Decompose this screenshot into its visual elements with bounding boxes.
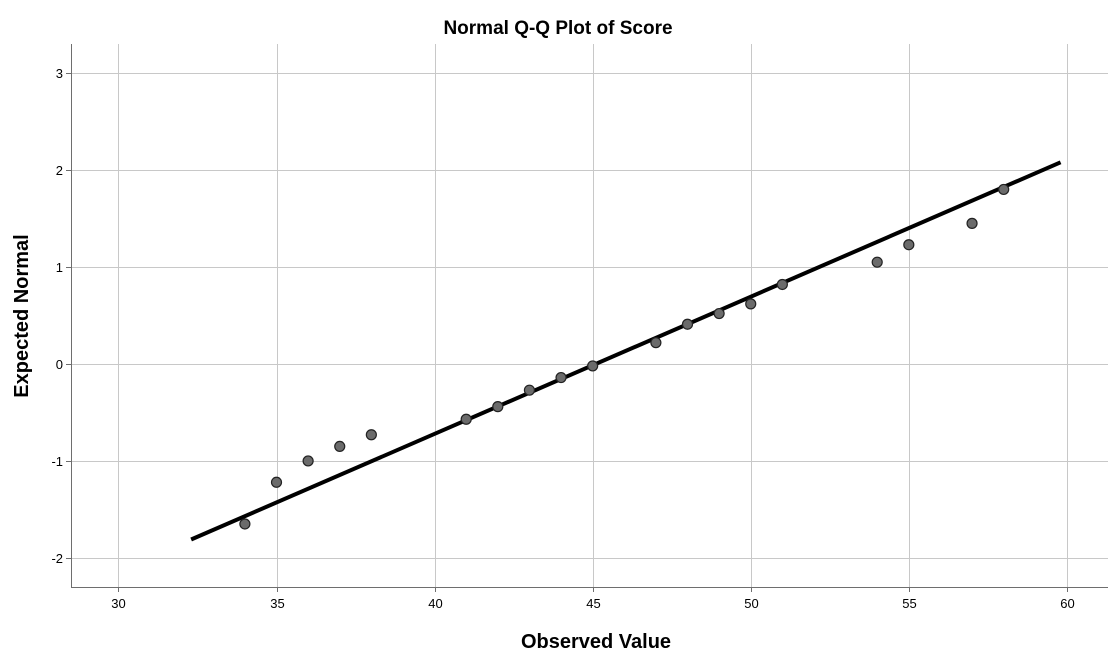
data-points bbox=[239, 183, 1010, 530]
data-point bbox=[871, 256, 883, 268]
reference-line bbox=[190, 160, 1062, 542]
x-tick-label: 55 bbox=[902, 596, 916, 611]
data-point bbox=[365, 429, 377, 441]
data-point bbox=[903, 239, 915, 251]
x-tick-label: 50 bbox=[744, 596, 758, 611]
x-axis-title: Observed Value bbox=[521, 631, 671, 651]
y-tick-label: 2 bbox=[56, 163, 63, 178]
grid-lines bbox=[71, 44, 1108, 587]
data-point bbox=[239, 518, 251, 530]
x-tick-label: 35 bbox=[270, 596, 284, 611]
data-point bbox=[776, 278, 788, 291]
chart-title: Normal Q-Q Plot of Score bbox=[443, 18, 672, 39]
data-point bbox=[492, 401, 504, 413]
x-tick-label: 30 bbox=[111, 596, 125, 611]
data-point bbox=[587, 360, 599, 372]
y-tick-label: -1 bbox=[51, 454, 63, 469]
x-axis-ticks: 30 35 40 45 50 55 60 bbox=[111, 587, 1075, 611]
x-tick-label: 60 bbox=[1060, 596, 1074, 611]
data-point bbox=[650, 337, 662, 349]
data-point bbox=[270, 476, 283, 488]
data-point bbox=[555, 371, 567, 384]
y-axis-title: Expected Normal bbox=[11, 234, 33, 397]
data-point bbox=[334, 440, 346, 453]
y-tick-label: 3 bbox=[56, 66, 63, 81]
data-point bbox=[713, 307, 725, 320]
y-tick-label: 1 bbox=[56, 260, 63, 275]
data-point bbox=[302, 455, 314, 467]
data-point bbox=[523, 384, 536, 396]
y-tick-label: -2 bbox=[51, 551, 63, 566]
y-axis-ticks: -2 -1 0 1 2 3 bbox=[51, 66, 71, 566]
data-point bbox=[681, 318, 694, 330]
x-tick-label: 40 bbox=[428, 596, 442, 611]
data-point bbox=[998, 183, 1010, 196]
y-tick-label: 0 bbox=[56, 357, 63, 372]
data-point bbox=[745, 298, 757, 310]
data-point bbox=[460, 413, 472, 425]
x-tick-label: 45 bbox=[586, 596, 600, 611]
data-point bbox=[966, 217, 978, 229]
axes bbox=[71, 44, 1108, 588]
